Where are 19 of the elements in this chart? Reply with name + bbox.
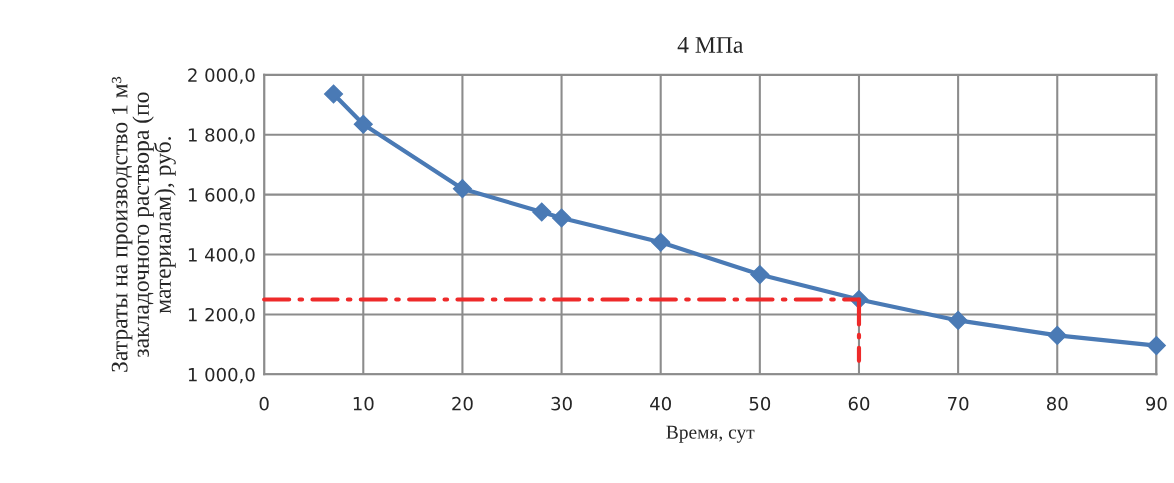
x-tick-label: 70 [948,396,969,411]
x-axis-title: Время, сут [666,425,755,443]
y-axis-title: Затраты на производство 1 м³ закладочного раствора (по материалам), руб. [111,76,176,372]
x-tick-label: 90 [1146,396,1167,411]
y-tick-label: 1 200,0 [188,307,255,324]
y-tick-label: 1 600,0 [188,188,255,204]
y-tick-label: 1 400,0 [188,248,255,264]
y-tick-label: 1 000,0 [188,367,255,384]
x-tick-label: 20 [452,396,473,411]
x-tick-label: 0 [259,396,269,411]
x-tick-label: 10 [353,396,374,411]
chart-title: 4 МПа [677,37,744,53]
y-tick-label: 1 800,0 [188,128,255,144]
y-tick-label: 2 000,0 [188,68,255,84]
x-tick-label: 80 [1046,396,1068,411]
x-tick-label: 30 [551,396,572,411]
x-tick-label: 60 [848,396,870,411]
x-tick-label: 50 [749,396,771,411]
x-tick-label: 40 [650,396,671,411]
